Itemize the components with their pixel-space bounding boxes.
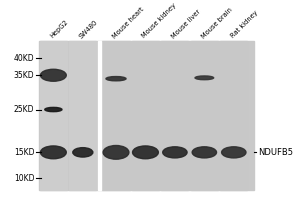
Text: SW480: SW480 xyxy=(79,19,99,39)
Text: 40KD: 40KD xyxy=(14,54,34,63)
Text: 35KD: 35KD xyxy=(14,71,34,80)
Bar xyxy=(40,41,67,190)
Bar xyxy=(69,41,96,190)
Text: Mouse liver: Mouse liver xyxy=(171,8,202,39)
Bar xyxy=(98,41,101,190)
Text: 10KD: 10KD xyxy=(14,174,34,183)
Ellipse shape xyxy=(40,146,66,159)
Ellipse shape xyxy=(103,146,129,159)
Bar xyxy=(191,41,218,190)
Ellipse shape xyxy=(222,147,246,158)
Ellipse shape xyxy=(40,69,66,81)
Bar xyxy=(220,41,247,190)
Ellipse shape xyxy=(45,107,62,112)
Ellipse shape xyxy=(133,146,158,159)
Ellipse shape xyxy=(195,76,214,80)
Ellipse shape xyxy=(73,148,93,157)
Ellipse shape xyxy=(106,77,126,81)
Text: Mouse kidney: Mouse kidney xyxy=(141,3,178,39)
Text: 25KD: 25KD xyxy=(14,105,34,114)
Text: Rat kidney: Rat kidney xyxy=(230,10,259,39)
Bar xyxy=(39,41,254,190)
Ellipse shape xyxy=(163,147,187,158)
Ellipse shape xyxy=(192,147,217,158)
Text: HepG2: HepG2 xyxy=(49,19,69,39)
Bar xyxy=(103,41,130,190)
Text: Mouse heart: Mouse heart xyxy=(112,6,145,39)
Bar xyxy=(132,41,159,190)
Text: NDUFB5: NDUFB5 xyxy=(258,148,293,157)
Text: 15KD: 15KD xyxy=(14,148,34,157)
Text: Mouse brain: Mouse brain xyxy=(200,6,233,39)
Bar xyxy=(161,41,188,190)
